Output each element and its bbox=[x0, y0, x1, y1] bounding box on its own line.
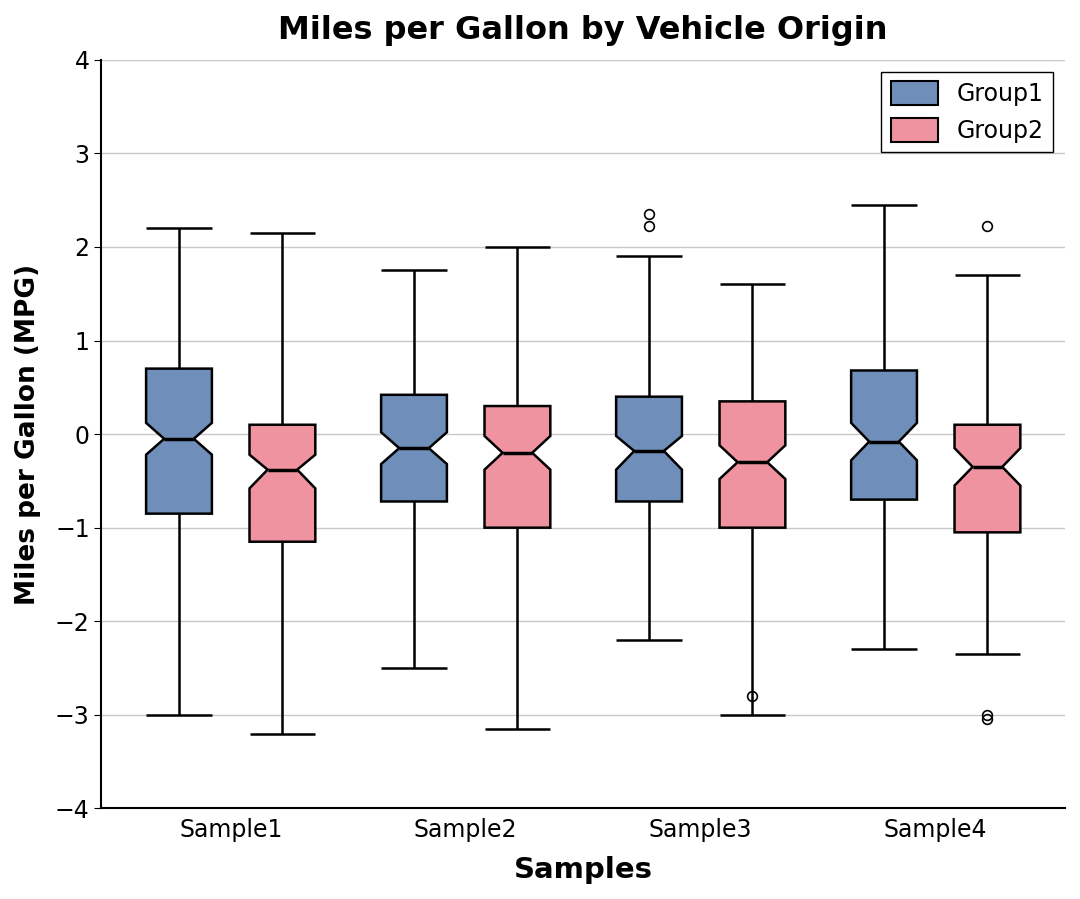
Y-axis label: Miles per Gallon (MPG): Miles per Gallon (MPG) bbox=[15, 263, 41, 605]
Polygon shape bbox=[485, 406, 551, 528]
Polygon shape bbox=[616, 396, 681, 502]
Legend: Group1, Group2: Group1, Group2 bbox=[881, 72, 1053, 153]
Polygon shape bbox=[851, 370, 917, 500]
Polygon shape bbox=[719, 401, 785, 528]
Polygon shape bbox=[955, 424, 1021, 532]
Polygon shape bbox=[381, 395, 447, 502]
Title: Miles per Gallon by Vehicle Origin: Miles per Gallon by Vehicle Origin bbox=[279, 15, 888, 46]
X-axis label: Samples: Samples bbox=[514, 856, 652, 884]
Polygon shape bbox=[249, 424, 315, 542]
Polygon shape bbox=[146, 369, 212, 513]
